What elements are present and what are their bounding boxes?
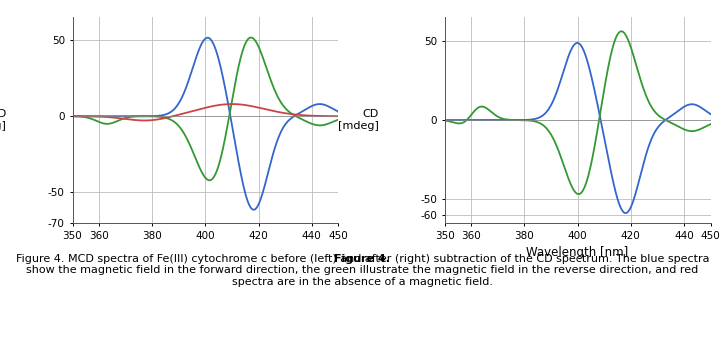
X-axis label: Wavelength [nm]: Wavelength [nm] <box>526 246 629 259</box>
Y-axis label: CD
[mdeg]: CD [mdeg] <box>0 109 7 131</box>
Text: Figure 4. MCD spectra of Fe(III) cytochrome c before (left) and after (right) su: Figure 4. MCD spectra of Fe(III) cytochr… <box>16 254 709 287</box>
Text: Figure 4.: Figure 4. <box>334 254 391 264</box>
Y-axis label: CD
[mdeg]: CD [mdeg] <box>338 109 378 131</box>
